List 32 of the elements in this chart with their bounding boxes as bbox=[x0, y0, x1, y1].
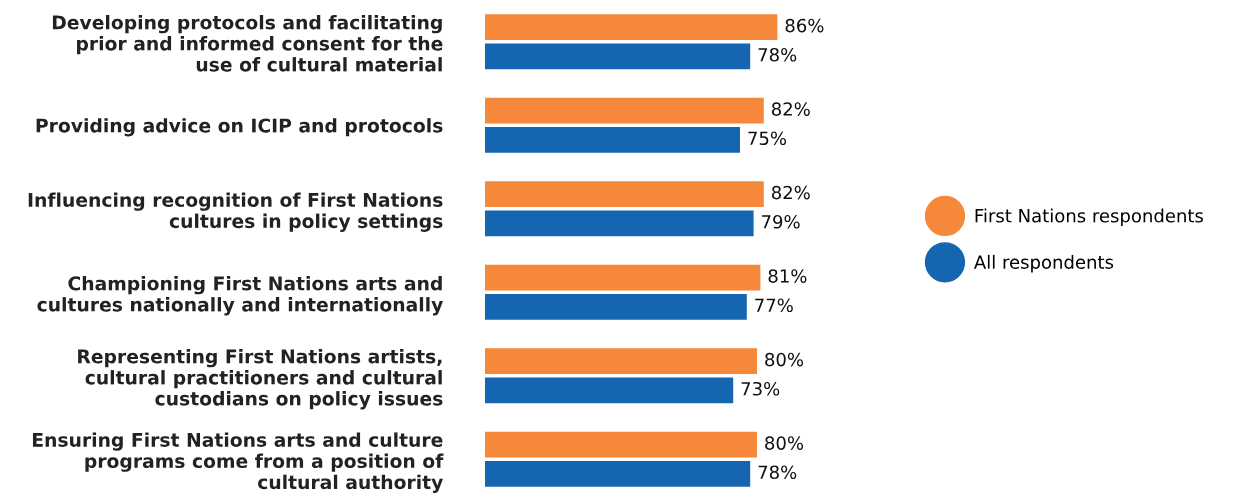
bar bbox=[485, 97, 764, 124]
legend-label: All respondents bbox=[974, 254, 1114, 273]
data-label: 75% bbox=[748, 131, 787, 146]
legend-label: First Nations respondents bbox=[975, 208, 1204, 227]
data-label: 73% bbox=[741, 381, 780, 396]
bar bbox=[485, 348, 757, 375]
data-label: 82% bbox=[771, 185, 810, 200]
y-tick-label: Ensuring First Nations arts and culture programs come from a position of cultural authority bbox=[32, 432, 444, 493]
bar bbox=[485, 210, 754, 237]
data-label: 79% bbox=[762, 214, 800, 229]
y-tick-label: Influencing recognition of First Nations cultures in policy settings bbox=[28, 192, 443, 232]
y-tick-label: Championing First Nations arts and cultures nationally and internationally bbox=[37, 275, 443, 316]
data-label: 82% bbox=[771, 102, 810, 116]
data-label: 78% bbox=[758, 465, 797, 480]
data-label: 81% bbox=[768, 269, 807, 283]
data-label: 78% bbox=[758, 47, 797, 62]
bar bbox=[485, 181, 764, 208]
data-label: 77% bbox=[755, 298, 793, 313]
y-tick-label: Representing First Nations artists, cultural practitioners and cultural custodians on policy issues bbox=[78, 348, 443, 410]
bar bbox=[485, 431, 757, 458]
bar bbox=[485, 293, 747, 320]
data-label: 86% bbox=[785, 18, 824, 33]
y-tick-label: Developing protocols and facilitating prior and informed consent for the use of cultural material bbox=[52, 14, 443, 72]
data-label: 80% bbox=[765, 436, 804, 450]
data-label: 80% bbox=[765, 352, 804, 367]
bar bbox=[485, 460, 751, 487]
bar bbox=[485, 264, 761, 291]
bar bbox=[485, 43, 751, 70]
bar bbox=[485, 126, 740, 153]
bar bbox=[485, 14, 778, 41]
bar bbox=[485, 377, 734, 404]
y-tick-label: Providing advice on ICIP and protocols bbox=[36, 118, 443, 137]
